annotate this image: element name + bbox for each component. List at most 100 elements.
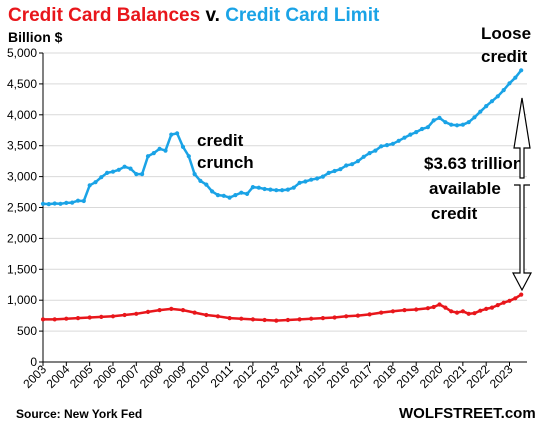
brand-label: WOLFSTREET.com [399, 405, 536, 422]
available-credit-label-line1: $3.63 trillion [424, 154, 523, 173]
data-point-limit [484, 104, 489, 109]
data-point-limit [419, 126, 425, 132]
x-tick-label: 2009 [160, 362, 189, 391]
x-tick-label: 2012 [230, 362, 259, 391]
data-point-limit [169, 132, 174, 137]
y-tick-label: 500 [17, 324, 37, 338]
data-point-limit [373, 148, 378, 153]
title-versus: v. [200, 5, 225, 26]
data-point-limit [105, 170, 110, 175]
data-point-limit [344, 163, 349, 168]
credit-crunch-label-line1: credit [197, 131, 244, 150]
data-point-limit [233, 193, 238, 198]
data-point-limit [64, 200, 69, 205]
y-tick-label: 4,000 [7, 108, 37, 122]
x-tick-label: 2004 [44, 362, 73, 391]
data-point-balances [227, 316, 232, 321]
data-point-balances [309, 316, 314, 321]
data-point-limit [140, 172, 145, 177]
data-point-balances [425, 306, 430, 311]
data-point-balances [40, 317, 46, 322]
y-axis-label: Billion $ [8, 29, 63, 45]
data-point-balances [390, 309, 395, 314]
data-point-balances [443, 305, 448, 310]
source-note: Source: New York Fed [16, 407, 142, 421]
x-tick-label: 2018 [370, 362, 399, 391]
data-point-limit [414, 130, 419, 135]
data-point-limit [379, 144, 384, 149]
data-point-balances [99, 314, 104, 319]
credit-crunch-label-line2: crunch [197, 153, 254, 172]
available-credit-label-line2: available [429, 179, 501, 198]
y-tick-label: 1,500 [7, 262, 37, 276]
data-point-limit [99, 175, 104, 180]
data-point-balances [75, 316, 81, 321]
data-point-balances [466, 311, 471, 316]
data-point-limit [320, 174, 325, 179]
series-lines [40, 68, 524, 323]
data-point-balances [507, 298, 512, 303]
data-point-balances [513, 296, 518, 301]
x-tick-label: 2015 [300, 362, 329, 391]
y-tick-label: 3,500 [7, 139, 37, 153]
data-point-limit [110, 169, 116, 174]
data-point-limit [431, 118, 436, 123]
data-point-balances [192, 310, 197, 315]
data-point-limit [116, 167, 121, 172]
data-point-limit [338, 167, 343, 172]
data-point-limit [227, 195, 232, 200]
y-tick-label: 1,000 [7, 293, 37, 307]
data-point-limit [449, 122, 454, 127]
grid-lines [43, 52, 527, 332]
data-point-limit [355, 159, 360, 164]
data-point-balances [169, 306, 174, 311]
x-tick-label: 2021 [440, 362, 469, 391]
data-point-balances [122, 312, 127, 318]
data-point-balances [472, 311, 477, 316]
double-arrow-icon [512, 97, 532, 292]
title-limit: Credit Card Limit [225, 5, 380, 26]
data-point-balances [262, 317, 267, 323]
x-tick-label: 2019 [394, 362, 423, 391]
data-point-limit [466, 120, 471, 125]
data-point-limit [454, 123, 460, 128]
data-point-balances [134, 311, 139, 316]
data-point-limit [204, 182, 209, 187]
data-point-limit [81, 198, 86, 204]
data-point-balances [344, 314, 349, 319]
data-point-balances [355, 313, 360, 318]
data-point-limit [268, 187, 273, 192]
data-point-limit [326, 170, 331, 175]
data-point-balances [519, 292, 524, 297]
loose-credit-label-line2: credit [481, 47, 528, 66]
data-point-limit [309, 177, 314, 182]
data-point-balances [501, 300, 506, 305]
data-point-balances [484, 306, 489, 311]
data-point-limit [291, 185, 296, 190]
data-point-limit [425, 125, 430, 130]
data-point-balances [431, 304, 436, 310]
data-point-limit [460, 122, 465, 127]
data-point-limit [40, 201, 46, 206]
data-point-limit [186, 154, 191, 159]
x-tick-label: 2007 [114, 362, 143, 391]
data-point-balances [52, 317, 57, 322]
data-point-limit [70, 200, 75, 205]
data-point-balances [320, 316, 325, 321]
data-point-limit [437, 115, 442, 120]
x-tick-label: 2005 [67, 362, 96, 391]
data-point-limit [198, 178, 203, 183]
data-point-limit [507, 81, 512, 86]
loose-credit-label-line1: Loose [481, 24, 531, 43]
data-point-limit [46, 202, 51, 207]
data-point-balances [454, 310, 460, 315]
data-point-limit [58, 201, 63, 206]
data-point-balances [274, 318, 279, 323]
data-point-limit [256, 185, 261, 190]
data-point-limit [315, 176, 320, 181]
data-point-limit [384, 143, 390, 148]
data-point-limit [489, 99, 495, 104]
data-point-limit [210, 189, 215, 194]
data-point-limit [350, 162, 355, 167]
data-point-limit [221, 193, 226, 198]
